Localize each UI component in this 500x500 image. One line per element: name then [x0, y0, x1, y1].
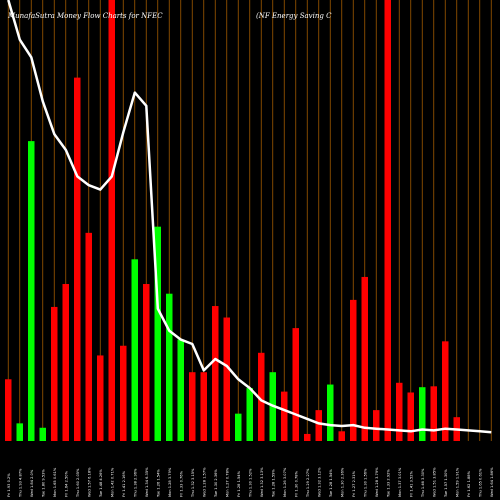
x-tick-label: Wed 1.34 6.35% [145, 467, 149, 497]
chart-title-left: MunafaSutra Money Flow Charts for NFEC [7, 12, 163, 20]
x-tick-label: Mon 1.59 1.91% [455, 467, 459, 497]
bar [292, 328, 299, 441]
x-tick-label: Wed 1.28 1.57% [202, 467, 206, 497]
bar [177, 339, 184, 441]
bar [396, 382, 403, 441]
x-tick-label: Fri 1.62 1.88% [467, 470, 471, 497]
bar [304, 433, 311, 441]
x-tick-label: Wed 1.64 1.86% [490, 467, 494, 497]
bar [200, 372, 207, 441]
bar [235, 413, 242, 441]
bar [154, 226, 161, 441]
bar-series [5, 0, 460, 441]
x-tick-label: Tue 1.80 9.53% [41, 469, 45, 498]
x-tick-label: Wed 1.51 3.85% [432, 467, 436, 497]
x-tick-label: Mon 1.37 3.01% [398, 467, 402, 497]
x-tick-labels: Fri 1.93 0.2% Thu 1.93 4.87% Wed 1.84 2.0%… [7, 467, 494, 498]
x-tick-label: Tue 1.28 1.59% [271, 469, 275, 498]
x-tick-label: Fri 1.30 0.78% [294, 470, 298, 497]
bar [85, 232, 92, 441]
x-tick-label: Tue 1.26 1.54% [156, 469, 160, 498]
x-tick-label: Fri 1.28 1.54% [237, 470, 241, 497]
bar [131, 259, 138, 441]
bar [51, 306, 58, 441]
bar [327, 384, 334, 441]
x-tick-label: Fri 1.41 3.52% [409, 470, 413, 497]
x-tick-label: Fri 1.93 0.2% [7, 473, 11, 497]
bar [74, 77, 81, 441]
x-tick-label: Fri 1.41 2.16% [122, 470, 126, 497]
bar [384, 0, 391, 441]
x-tick-label: Tue 1.28 1.54% [329, 469, 333, 498]
x-tick-label: Tue 1.48 4.26% [99, 469, 103, 498]
x-tick-label: Mon 1.65 0.61% [53, 467, 57, 497]
x-tick-label: Tue 1.33 2.92% [386, 469, 390, 498]
x-tick-label: Tue 1.57 1.30% [444, 469, 448, 498]
money-flow-line [7, 0, 492, 434]
x-tick-label: Wed 1.32 3.12% [317, 467, 321, 497]
x-tick-label: Tue 1.30 2.36% [214, 469, 218, 498]
bar [419, 387, 426, 441]
x-tick-label: Fri 1.64 2.50% [64, 470, 68, 497]
bar [28, 141, 35, 441]
x-tick-label: Thu 1.30 1.56% [363, 468, 367, 498]
x-tick-label: Fri 1.33 0.76% [179, 470, 183, 497]
x-tick-label: Mon 1.28 3.79% [168, 467, 172, 497]
bar [407, 392, 414, 441]
bar [281, 391, 288, 441]
chart-title-right: (NF Energy Saving C [256, 12, 332, 20]
bar [258, 352, 265, 441]
bar [430, 386, 437, 441]
bar [442, 341, 449, 441]
x-tick-label: Thu 1.38 2.96% [133, 468, 137, 498]
bar [189, 372, 196, 441]
x-tick-label: Fri 1.27 2.31% [352, 470, 356, 497]
bar [62, 284, 69, 441]
x-tick-label: Thu 1.60 2.05% [76, 468, 80, 498]
bar [16, 423, 23, 441]
bar [212, 306, 219, 441]
x-tick-label: Thu 1.46 3.30% [421, 468, 425, 498]
bar [338, 431, 345, 441]
x-tick-label: Thu 1.65 0.61% [478, 468, 482, 498]
x-tick-label: Thu 1.30 1.52% [248, 468, 252, 498]
x-tick-label: Mon 1.42 0.71% [110, 467, 114, 497]
x-tick-label: Wed 1.28 3.79% [375, 467, 379, 497]
x-tick-label: Thu 1.32 3.15% [191, 468, 195, 498]
x-tick-label: Mon 1.26 3.07% [283, 467, 287, 497]
bar [350, 299, 357, 441]
x-tick-label: Thu 1.93 4.87% [18, 468, 22, 498]
bar [108, 0, 115, 441]
bar [143, 284, 150, 441]
bar [373, 410, 380, 441]
x-tick-label: Mon 1.30 2.36% [340, 467, 344, 497]
bar [223, 317, 230, 441]
x-tick-label: Mon 1.27 0.78% [225, 467, 229, 497]
bar [166, 293, 173, 441]
bar [246, 388, 253, 441]
bar [361, 276, 368, 441]
bar [120, 345, 127, 441]
x-tick-label: Wed 1.32 3.13% [260, 467, 264, 497]
bar [5, 379, 12, 441]
bar [39, 427, 46, 441]
x-tick-label: Wed 1.84 2.0% [30, 469, 34, 497]
bar [97, 355, 104, 441]
x-tick-label: Wed 1.57 6.18% [87, 467, 91, 497]
bar [315, 410, 322, 441]
x-tick-label: Thu 1.29 2.27% [306, 468, 310, 498]
